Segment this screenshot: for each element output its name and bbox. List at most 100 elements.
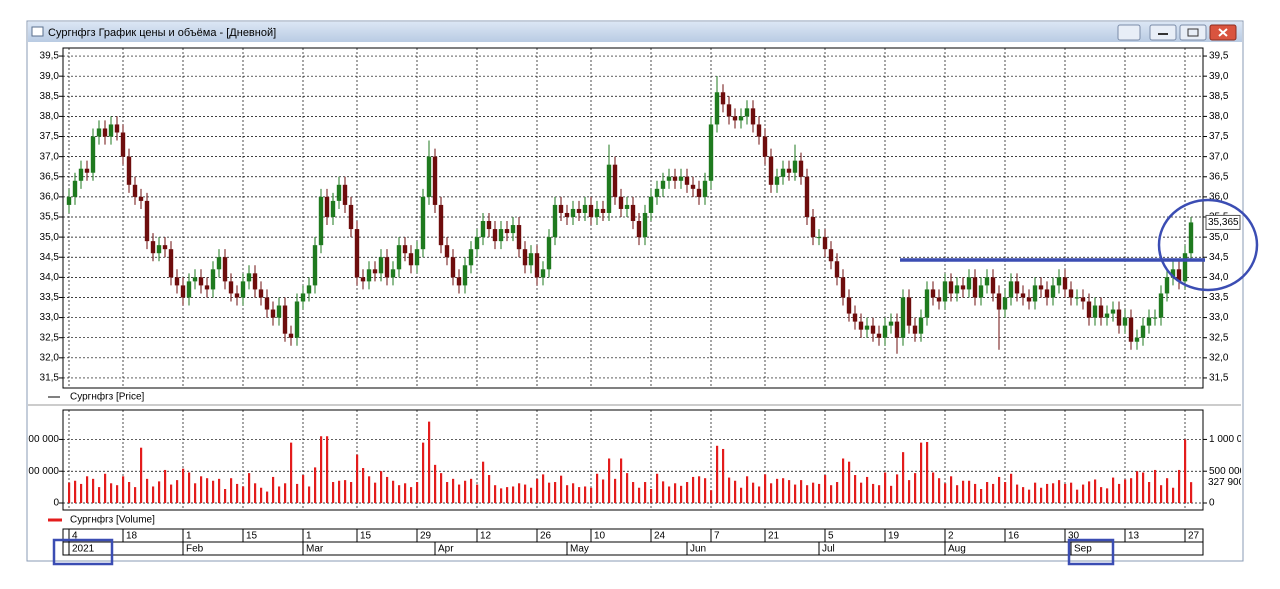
candle-body	[444, 245, 450, 258]
candle-body	[240, 281, 246, 298]
volume-bar	[1094, 479, 1097, 503]
volume-bar	[740, 487, 743, 503]
volume-bar	[386, 476, 389, 503]
candle-body	[660, 180, 666, 189]
volume-bar	[374, 482, 377, 503]
y-tick-label: 32,0	[40, 352, 60, 363]
candle-body	[300, 293, 306, 302]
maximize-icon	[1187, 28, 1199, 37]
volume-bar	[560, 475, 563, 503]
title-bar	[28, 22, 1242, 42]
volume-bar	[314, 467, 317, 503]
volume-bar	[1040, 487, 1043, 503]
candle-body	[918, 317, 924, 334]
candle-body	[720, 92, 726, 105]
candle-body	[990, 277, 996, 294]
volume-bar	[866, 476, 869, 503]
volume-bar	[1118, 483, 1121, 503]
candle-body	[1032, 285, 1038, 302]
volume-bar	[284, 483, 287, 503]
candle-body	[312, 245, 318, 286]
candle-body	[210, 269, 216, 290]
last-value-box	[1205, 214, 1241, 230]
candle-body	[414, 249, 420, 266]
volume-bar	[362, 468, 365, 503]
volume-bar	[1028, 489, 1031, 503]
volume-bar	[1088, 481, 1091, 503]
volume-bar	[1160, 485, 1163, 503]
volume-bar	[86, 476, 89, 503]
candle-body	[1086, 301, 1092, 318]
volume-bar	[890, 485, 893, 503]
volume-bar	[854, 475, 857, 503]
candle-body	[756, 124, 762, 137]
candle-body	[930, 289, 936, 298]
candle-body	[762, 136, 768, 157]
x-tick-label: 18	[126, 531, 138, 542]
volume-bar	[380, 471, 383, 503]
volume-bar	[686, 482, 689, 503]
candle-body	[330, 200, 336, 217]
volume-bar	[254, 483, 257, 503]
volume-bar	[668, 486, 671, 503]
candle-body	[960, 285, 966, 290]
volume-bar	[800, 480, 803, 503]
candle-body	[78, 168, 84, 181]
candle-body	[1116, 309, 1122, 326]
x-tick-label: 1	[186, 531, 192, 542]
volume-bar	[968, 480, 971, 503]
y-tick-label: 34,0	[1209, 272, 1229, 283]
y-tick-label: 33,5	[40, 292, 60, 303]
volume-bar	[122, 476, 125, 503]
candle-body	[294, 301, 300, 338]
volume-bar	[440, 473, 443, 503]
highlight-box	[1067, 538, 1115, 566]
volume-bar	[518, 483, 521, 503]
candle-body	[738, 116, 744, 121]
annotations	[52, 198, 1259, 566]
candle-body	[888, 321, 894, 326]
volume-bar	[398, 485, 401, 503]
y-tick-label: 1 000 000	[1209, 434, 1254, 445]
volume-bar	[986, 482, 989, 503]
candle-body	[1062, 277, 1068, 290]
y-tick-label: 39,5	[40, 51, 60, 62]
volume-bar	[608, 458, 611, 503]
candle-body	[966, 277, 972, 290]
candle-body	[900, 297, 906, 338]
candle-body	[1050, 285, 1056, 298]
y-tick-label: 36,5	[1209, 171, 1229, 182]
candle-body	[180, 285, 186, 298]
volume-bar	[308, 486, 311, 503]
volume-bar	[938, 478, 941, 503]
volume-bar	[998, 476, 1001, 503]
volume-bar	[1178, 469, 1181, 503]
candle-body	[156, 245, 162, 254]
candle-body	[516, 225, 522, 250]
pin-button[interactable]	[1117, 24, 1141, 41]
y-tick-label: 1 000 000	[15, 434, 60, 445]
candle-body	[774, 176, 780, 185]
minimize-button[interactable]	[1149, 24, 1177, 41]
volume-bar	[482, 461, 485, 503]
volume-bar	[818, 483, 821, 503]
candle-body	[798, 160, 804, 177]
maximize-button[interactable]	[1179, 24, 1207, 41]
volume-bar	[992, 483, 995, 503]
volume-bar	[674, 483, 677, 503]
volume-bar	[824, 475, 827, 503]
price-panel	[62, 47, 1204, 389]
y-tick-label: 37,5	[40, 131, 60, 142]
candle-body	[492, 229, 498, 242]
volume-bar	[530, 487, 533, 503]
volume-bar	[278, 486, 281, 503]
volume-bar	[770, 483, 773, 503]
candle-body	[804, 176, 810, 217]
x-tick-label: 2	[948, 531, 954, 542]
volume-bar	[1112, 477, 1115, 503]
candle-body	[144, 200, 150, 242]
y-tick-label: 35,0	[40, 232, 60, 243]
highlight-box	[52, 538, 114, 566]
y-tick-label: 38,5	[1209, 91, 1229, 102]
